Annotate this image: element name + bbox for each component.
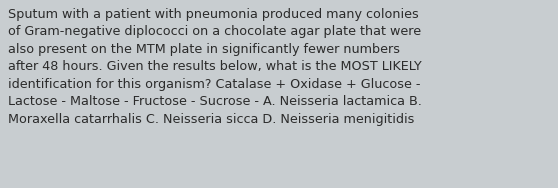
- Text: Sputum with a patient with pneumonia produced many colonies
of Gram-negative dip: Sputum with a patient with pneumonia pro…: [8, 8, 422, 126]
